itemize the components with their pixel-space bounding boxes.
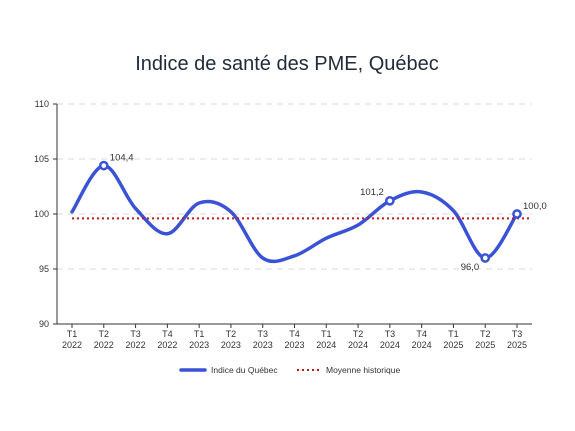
x-tick-label: T2 2022 — [94, 329, 114, 350]
x-tick-label: T3 2023 — [253, 329, 273, 350]
legend-label-moyenne-historique: Moyenne historique — [326, 365, 400, 375]
series — [70, 163, 532, 264]
x-tick-label: T1 2024 — [316, 329, 336, 350]
y-tick-label: 95 — [39, 264, 49, 274]
x-tick-label: T2 2024 — [348, 329, 368, 350]
x-tick-label: T2 2025 — [475, 329, 495, 350]
data-point-marker — [480, 253, 491, 263]
data-point-marker — [385, 195, 395, 206]
y-tick-label: 100 — [34, 209, 49, 219]
x-tick-label: T1 2025 — [443, 329, 463, 350]
chart-title: Indice de santé des PME, Québec — [135, 53, 439, 75]
x-tick-label: T3 2025 — [507, 329, 527, 350]
x-tick-label: T4 2023 — [284, 329, 304, 350]
x-tick-label: T3 2024 — [380, 329, 400, 350]
series-line-indice-du-quebec — [70, 163, 519, 264]
legend: Indice du Québec Moyenne historique — [179, 365, 400, 375]
x-tick-label: T4 2024 — [412, 329, 432, 350]
grid-lines — [57, 103, 532, 270]
x-tick-label: T4 2022 — [157, 329, 177, 350]
legend-label-indice-du-quebec: Indice du Québec — [211, 365, 278, 375]
data-point-marker — [98, 160, 109, 171]
y-tick-label: 110 — [35, 99, 49, 109]
data-label: 101,2 — [360, 187, 384, 198]
y-tick-label: 90 — [39, 319, 49, 329]
y-tick-label: 105 — [34, 154, 49, 164]
x-tick-label: T2 2023 — [221, 329, 241, 350]
x-tick-label: T1 2023 — [189, 329, 209, 350]
x-tick-label: T3 2022 — [126, 329, 146, 350]
axes: 90 95 100 105 110 T1 2022 T2 2022 T3 2022 T4 2022 T1 2… — [34, 99, 532, 350]
data-label: 104,4 — [110, 153, 134, 164]
data-labels: 104,4 101,2 96,0 100,0 — [98, 153, 547, 273]
x-tick-label: T1 2022 — [62, 329, 82, 350]
data-label: 100,0 — [523, 201, 547, 212]
data-label: 96,0 — [461, 262, 480, 273]
data-point-marker — [512, 209, 522, 219]
